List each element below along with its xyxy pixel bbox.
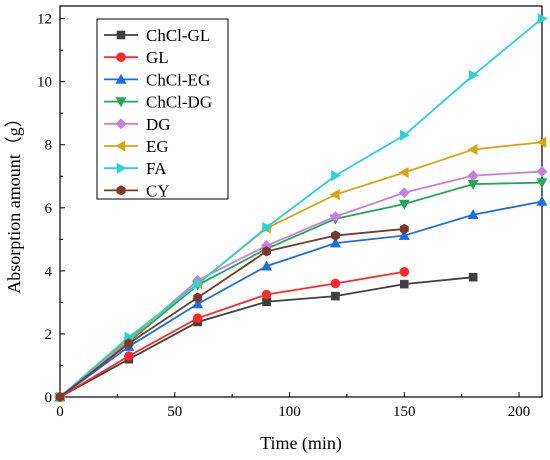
data-point [537,13,548,25]
y-tick-label: 0 [45,390,53,406]
data-point [467,143,478,155]
data-point [192,313,203,323]
x-tick-label: 50 [167,404,182,420]
legend-label: FA [146,159,167,178]
data-point [329,189,340,201]
data-point [399,129,410,141]
series-line [59,200,543,398]
legend-item: ChCl-GL [104,26,210,45]
data-point [536,136,547,148]
y-tick-label: 6 [45,201,53,217]
legend-marker [116,162,127,174]
legend-item: EG [104,137,169,156]
legend-label: CY [146,181,170,200]
legend-label: EG [146,137,169,156]
data-point [468,69,479,81]
y-tick-label: 4 [45,264,53,280]
data-point [467,170,479,182]
legend-item: GL [104,48,169,67]
data-point [124,351,134,361]
data-point [331,170,342,182]
data-point [467,209,479,220]
legend-item: ChCl-DG [104,93,212,112]
data-point [399,223,409,235]
data-point [330,230,340,241]
legend-marker [115,118,127,130]
series-layer [54,13,548,403]
series-line [59,270,405,398]
data-point [398,199,410,210]
x-tick-label: 100 [278,404,301,420]
legend-item: CY [104,181,170,200]
data-point [399,279,409,289]
y-axis-title: Absorption amount（g） [4,109,24,294]
x-tick-label: 200 [508,404,531,420]
data-point [192,298,204,309]
legend-label: GL [146,48,169,67]
data-point [193,292,203,303]
y-axis-ticks: 0 2 4 6 8 10 12 [37,12,65,406]
data-point [536,195,548,206]
legend-marker [116,185,126,196]
series-line [59,228,405,398]
data-point [124,338,134,349]
series-line [59,141,543,398]
data-point [329,237,341,248]
series-gl [55,267,410,402]
legend-marker [115,97,127,108]
x-axis-title: Time (min) [260,433,342,454]
legend: ChCl-GL GL ChCl-EG ChCl-DG DG EG FA CY [96,18,229,200]
data-point [330,278,341,289]
data-point [261,289,272,300]
legend-label: ChCl-EG [146,70,210,89]
legend-marker [115,140,126,152]
data-point [468,272,478,282]
data-point [261,260,273,271]
legend-marker [116,52,126,63]
data-point [536,178,548,189]
data-point [193,278,204,290]
data-point [55,391,65,403]
series-line [59,181,543,398]
data-point [331,291,340,301]
series-line [59,17,543,398]
data-point [399,267,410,277]
x-tick-label: 150 [393,404,416,420]
legend-marker [116,30,126,40]
data-point [262,221,273,233]
legend-label: DG [146,115,171,134]
legend-label: ChCl-GL [146,26,210,45]
data-point [262,246,272,257]
y-tick-label: 12 [37,12,52,28]
x-axis-ticks: 0 50 100 150 200 [56,392,530,420]
data-point [330,211,341,223]
y-tick-label: 10 [37,75,52,91]
x-tick-label: 0 [56,404,64,420]
series-cy [55,223,409,403]
legend-item: ChCl-EG [104,70,210,89]
y-tick-label: 8 [45,138,53,154]
legend-item: FA [104,159,167,178]
data-point [398,229,410,240]
data-point [398,187,410,199]
legend-marker [115,73,127,84]
data-point [536,166,548,177]
y-tick-label: 2 [45,327,53,343]
data-point [398,166,409,179]
legend-label: ChCl-DG [146,93,212,112]
legend-item: DG [104,115,171,134]
